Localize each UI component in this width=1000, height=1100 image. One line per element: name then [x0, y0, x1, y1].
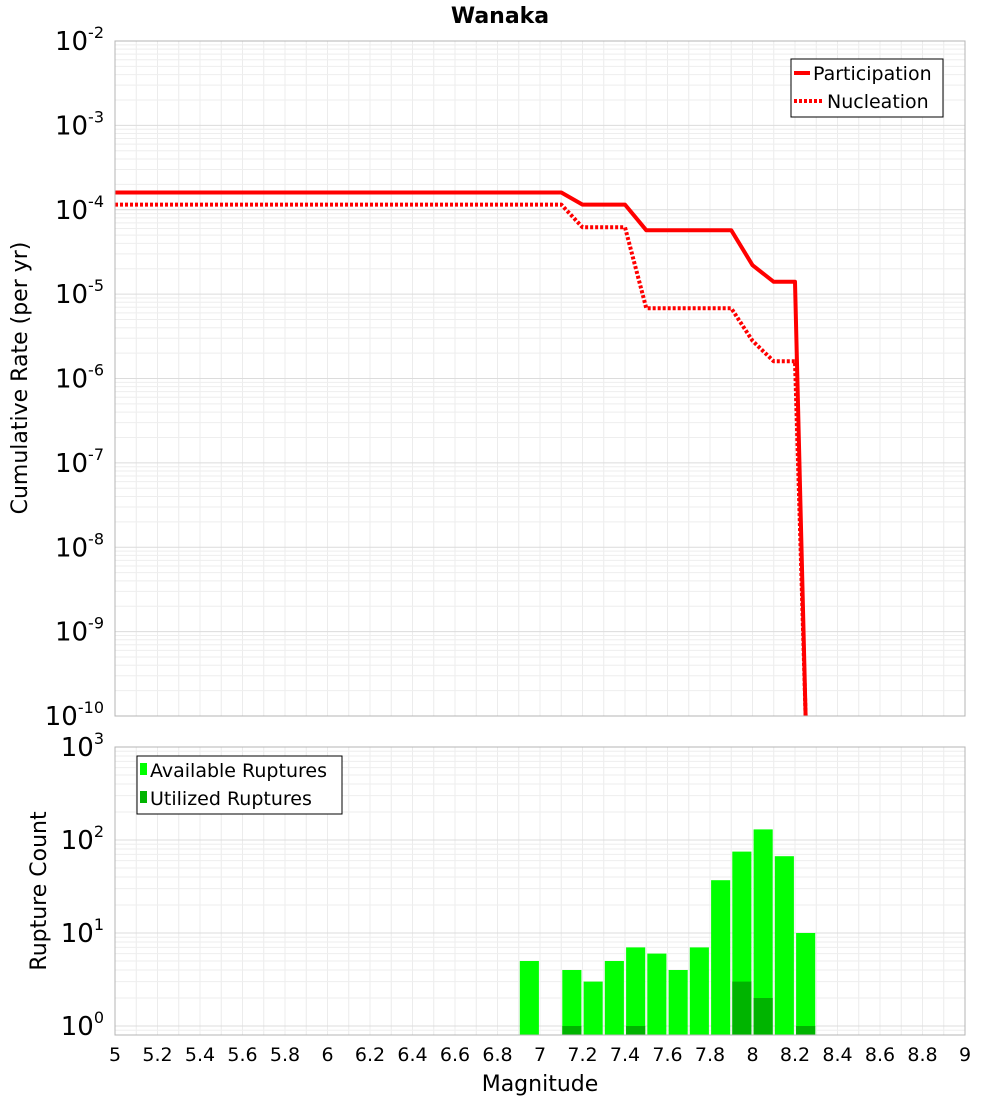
bar-available [647, 953, 667, 1035]
bottom-legend-box [136, 755, 343, 815]
top-y-tick: 10-10 [45, 698, 104, 732]
bar-available [796, 933, 816, 1035]
x-tick-label: 9 [959, 1044, 971, 1066]
x-tick-label: 6.8 [482, 1044, 512, 1066]
top-y-tick-labels: 10-10 10-9 10-8 10-7 10-6 10-5 10-4 10-3 10-2 [45, 23, 104, 732]
x-tick-label: 5 [109, 1044, 121, 1066]
x-tick-label: 7.6 [652, 1044, 682, 1066]
legend-swatch-available [140, 763, 147, 775]
x-tick-label: 8.8 [907, 1044, 937, 1066]
bar-utilized [562, 1026, 582, 1035]
x-axis-label: Magnitude [482, 1072, 599, 1097]
x-tick-label: 6.4 [397, 1044, 427, 1066]
top-y-axis-label: Cumulative Rate (per yr) [8, 242, 33, 515]
bar-utilized [753, 998, 773, 1035]
top-y-tick: 10-6 [55, 361, 104, 395]
bar-utilized [796, 1026, 816, 1035]
x-tick-label: 8.6 [865, 1044, 895, 1066]
x-tick-label: 8 [746, 1044, 758, 1066]
legend-swatch-utilized [140, 791, 147, 803]
bottom-plot-border [114, 746, 966, 1036]
bar-available [689, 947, 709, 1035]
bar-available [774, 856, 794, 1035]
bottom-y-tick: 102 [61, 822, 104, 856]
top-y-tick: 10-9 [55, 614, 104, 648]
x-tick-label: 8.2 [780, 1044, 810, 1066]
legend-label-nucleation: Nucleation [827, 91, 929, 113]
x-tick-label: 5.4 [185, 1044, 215, 1066]
legend-label-participation: Participation [813, 63, 932, 85]
top-y-tick: 10-5 [55, 276, 104, 310]
bottom-legend: Available Ruptures Utilized Ruptures [136, 755, 343, 815]
bar-utilized [626, 1026, 646, 1035]
bottom-y-tick: 103 [61, 729, 104, 763]
x-tick-label: 6.2 [355, 1044, 385, 1066]
bottom-y-tick: 101 [61, 915, 104, 949]
bar-available [562, 970, 582, 1035]
top-y-tick: 10-7 [55, 445, 104, 479]
bottom-y-tick: 100 [61, 1008, 104, 1042]
bottom-panel: 100 101 102 103 5 5.2 5.4 5.6 5.8 6 6.2 6.4 6.6 6.8 7… [27, 729, 971, 1097]
legend-label-utilized: Utilized Ruptures [150, 788, 312, 810]
x-tick-label: 7.4 [610, 1044, 640, 1066]
chart-title: Wanaka [451, 4, 549, 29]
x-tick-label: 5.2 [142, 1044, 172, 1066]
top-series [115, 190, 808, 717]
legend-label-available: Available Ruptures [150, 760, 327, 782]
x-tick-label: 7.2 [567, 1044, 597, 1066]
x-tick-label: 6.6 [440, 1044, 470, 1066]
bar-available [604, 961, 624, 1035]
x-tick-label: 5.6 [227, 1044, 257, 1066]
bar-utilized [732, 981, 752, 1035]
bar-available [668, 970, 688, 1035]
top-y-tick: 10-2 [55, 23, 104, 57]
x-tick-labels: 5 5.2 5.4 5.6 5.8 6 6.2 6.4 6.6 6.8 7 7.2 7.4 7.6 7.8 8… [109, 1044, 971, 1066]
bar-available [626, 947, 646, 1035]
top-plot-border [114, 40, 966, 717]
top-legend: Participation Nucleation [790, 58, 944, 118]
x-tick-label: 5.8 [270, 1044, 300, 1066]
x-tick-label: 6 [321, 1044, 333, 1066]
series-line-nucleation [115, 202, 808, 717]
x-tick-label: 8.4 [822, 1044, 852, 1066]
series-line-participation [115, 190, 808, 717]
bottom-y-tick-labels: 100 101 102 103 [61, 729, 104, 1042]
bar-available [711, 880, 731, 1035]
bottom-y-axis-label: Rupture Count [27, 811, 52, 971]
bar-available [519, 961, 539, 1035]
top-panel: 10-10 10-9 10-8 10-7 10-6 10-5 10-4 10-3 10-2 Cu… [8, 23, 966, 732]
bar-available [753, 829, 773, 1035]
top-y-tick: 10-3 [55, 107, 104, 141]
bar-available [583, 981, 603, 1035]
top-y-tick: 10-8 [55, 529, 104, 563]
top-y-tick: 10-4 [55, 192, 104, 226]
x-tick-label: 7.8 [695, 1044, 725, 1066]
x-tick-label: 7 [534, 1044, 546, 1066]
top-legend-box [790, 58, 944, 118]
top-grid [114, 41, 966, 717]
bottom-bars [519, 829, 816, 1035]
